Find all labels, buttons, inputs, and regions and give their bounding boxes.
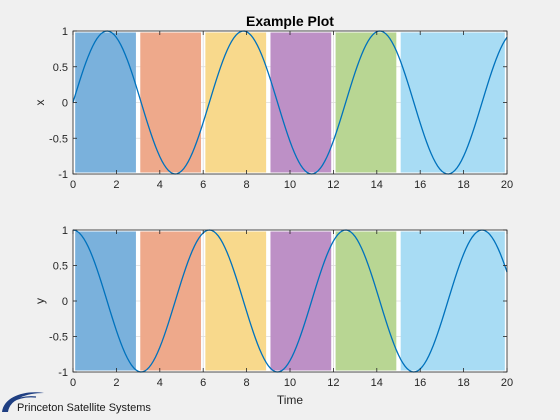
band-6 [400,231,505,371]
y-tick-label: -0.5 [49,332,68,344]
x-tick-label: 2 [113,377,119,389]
x-tick-label: 10 [284,179,296,191]
x-tick-label: 16 [414,179,426,191]
y-tick-label: 1 [62,225,68,237]
y-tick-label: 0 [62,296,68,308]
y-tick-label: -0.5 [49,133,68,145]
y-tick-label: -1 [58,169,68,181]
x-tick-label: 6 [200,179,206,191]
band-3 [205,32,267,173]
x-axis-label: Time [277,393,304,407]
x-tick-label: 4 [157,377,163,389]
x-tick-label: 8 [244,179,250,191]
x-tick-label: 6 [200,377,206,389]
y-tick-label: 1 [62,26,68,38]
y-tick-label: -1 [58,367,68,379]
band-4 [270,32,332,173]
band-4 [270,231,332,371]
y-axis-label: y [33,298,47,304]
logo-text: Princeton Satellite Systems [17,402,151,414]
band-5 [335,231,397,371]
x-tick-label: 2 [113,179,119,191]
x-tick-label: 20 [501,377,513,389]
series-line [72,229,508,373]
y-tick-label: 0.5 [53,261,68,273]
x-tick-label: 0 [70,179,76,191]
y-axis-label: x [33,100,47,106]
x-tick-label: 0 [70,377,76,389]
band-1 [75,231,136,371]
x-tick-label: 8 [244,377,250,389]
series-line [72,30,508,175]
band-1 [75,32,136,173]
chart-1: 0 2 4 6 8 10 12 14 16 18 20 -1 -0.5 0 0.5 1 x Example Plo… [33,13,513,191]
x-tick-label: 4 [157,179,163,191]
x-tick-label: 12 [327,179,339,191]
x-tick-label: 18 [457,377,469,389]
x-tick-label: 16 [414,377,426,389]
band-2 [140,32,202,173]
y-tick-label: 0.5 [53,62,68,74]
chart-2: 0 2 4 6 8 10 12 14 16 18 20 -1 -0.5 0 0.5 1 y Time [33,225,513,407]
x-tick-label: 18 [457,179,469,191]
orbit-swoosh-icon [2,392,44,412]
x-tick-label: 14 [371,179,383,191]
logo: Princeton Satellite Systems [2,392,151,414]
band-6 [400,32,505,173]
x-tick-label: 12 [327,377,339,389]
chart-title: Example Plot [246,13,334,29]
x-tick-label: 10 [284,377,296,389]
x-tick-label: 14 [371,377,383,389]
band-3 [205,231,267,371]
y-tick-label: 0 [62,98,68,110]
x-tick-label: 20 [501,179,513,191]
band-5 [335,32,397,173]
